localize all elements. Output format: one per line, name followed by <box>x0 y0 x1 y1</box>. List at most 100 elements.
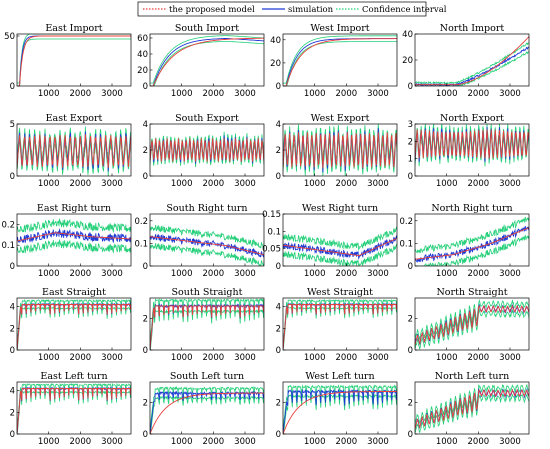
y-tick-label: 0.1 <box>134 239 148 249</box>
plot-area <box>283 298 397 350</box>
y-tick-label: 2 <box>143 146 148 156</box>
subplot: North Import 1000 2000 3000 0 20 40 <box>402 23 530 99</box>
x-tick-label: 1000 <box>436 89 458 99</box>
series-confidence-lower <box>283 243 397 266</box>
y-tick-label: 1 <box>408 155 413 165</box>
axes-frame <box>282 381 398 435</box>
axes-frame <box>282 33 398 87</box>
subplot: West Straight 1000 2000 3000 0 2 4 <box>276 287 398 363</box>
series-proposed-model <box>17 304 131 350</box>
series-proposed-model <box>283 38 397 86</box>
y-tick-label: 2 <box>408 314 413 324</box>
series-confidence-lower <box>150 138 264 168</box>
y-tick-label: 0.1 <box>1 241 15 251</box>
plot-area <box>150 298 264 350</box>
y-tick-label: 0 <box>408 430 413 440</box>
plot-area <box>415 216 529 266</box>
series-proposed-model <box>415 304 529 346</box>
y-tick-label: 4 <box>276 303 281 313</box>
y-tick-label: 50 <box>4 32 15 42</box>
series-confidence-lower <box>150 243 264 266</box>
y-tick-label: 2 <box>276 398 281 408</box>
y-tick-label: 2 <box>143 398 148 408</box>
subplot-title: North Left turn <box>435 371 509 382</box>
subplot-title: North Right turn <box>431 203 512 214</box>
plot-area <box>415 383 529 433</box>
subplot-title: West Import <box>310 23 369 34</box>
subplot: South Right turn 1000 2000 3000 0 0.1 0.2 <box>134 203 265 279</box>
x-tick-label: 1000 <box>38 89 60 99</box>
series-proposed-model <box>415 227 529 260</box>
series-confidence-lower <box>150 41 264 86</box>
x-tick-label: 3000 <box>234 437 256 447</box>
legend-label-model: the proposed model <box>169 5 255 15</box>
x-tick-label: 3000 <box>367 89 389 99</box>
y-tick-label: 60 <box>137 34 148 44</box>
y-tick-label: 0 <box>276 430 281 440</box>
series-confidence-lower <box>17 38 131 86</box>
subplot: North Left turn 1000 2000 3000 0 2 <box>408 371 530 447</box>
series-proposed-model <box>17 232 131 242</box>
x-tick-label: 1000 <box>436 353 458 363</box>
subplot-title: East Import <box>45 23 102 34</box>
subplot-title: East Right turn <box>37 203 111 214</box>
axes-frame <box>149 381 265 435</box>
x-tick-label: 3000 <box>101 269 123 279</box>
series-proposed-model <box>415 36 529 86</box>
series-confidence-lower <box>415 234 529 266</box>
subplot: South Export 1000 2000 3000 0 2 4 <box>143 113 265 189</box>
y-tick-label: 0 <box>408 262 413 272</box>
subplot: West Left turn 1000 2000 3000 0 2 <box>276 371 398 447</box>
x-tick-label: 1000 <box>171 179 193 189</box>
series-confidence-upper <box>150 225 264 249</box>
y-tick-label: 2 <box>276 324 281 334</box>
plot-area <box>283 35 397 86</box>
y-tick-label: 0.15 <box>262 210 281 220</box>
y-tick-label: 20 <box>402 56 413 66</box>
axes-frame <box>16 213 132 267</box>
legend-label-confidence: Confidence interval <box>362 5 447 15</box>
x-tick-label: 3000 <box>367 179 389 189</box>
axes-frame <box>16 381 132 435</box>
series-confidence-lower <box>17 238 131 254</box>
subplot: South Import 1000 2000 3000 0 20 40 60 <box>137 23 265 99</box>
series-proposed-model <box>283 391 397 434</box>
series-confidence-upper <box>283 35 397 84</box>
x-tick-label: 1000 <box>171 89 193 99</box>
series-simulation <box>150 38 264 86</box>
x-tick-label: 3000 <box>367 269 389 279</box>
y-tick-label: 3 <box>408 120 413 130</box>
series-confidence-lower <box>283 393 397 434</box>
y-tick-label: 2 <box>10 408 15 418</box>
series-confidence-upper <box>150 35 264 84</box>
x-tick-label: 1000 <box>436 437 458 447</box>
axes-frame <box>149 213 265 267</box>
plot-area <box>150 385 264 434</box>
series-proposed-model <box>283 132 397 169</box>
plot-area <box>415 298 529 350</box>
axes-frame <box>282 297 398 351</box>
subplot: West Right turn 1000 2000 3000 0 0.05 0.1 0.15 <box>262 203 398 279</box>
y-tick-label: 20 <box>137 66 148 76</box>
y-tick-label: 0 <box>408 346 413 356</box>
x-tick-label: 1000 <box>304 437 326 447</box>
y-tick-label: 4 <box>143 120 148 130</box>
y-tick-label: 0 <box>143 262 148 272</box>
x-tick-label: 2000 <box>468 179 490 189</box>
x-tick-label: 2000 <box>203 437 225 447</box>
axes-frame <box>16 123 132 177</box>
plot-area <box>17 298 131 350</box>
x-tick-label: 2000 <box>468 353 490 363</box>
x-tick-label: 3000 <box>367 437 389 447</box>
y-tick-label: 0 <box>143 82 148 92</box>
series-confidence-lower <box>415 392 529 433</box>
x-tick-label: 2000 <box>70 269 92 279</box>
x-tick-label: 1000 <box>171 437 193 447</box>
series-proposed-model <box>283 237 397 257</box>
plot-area <box>17 217 131 254</box>
axes-frame <box>282 213 398 267</box>
series-confidence-lower <box>17 306 131 350</box>
y-tick-label: 2 <box>143 314 148 324</box>
axes-frame <box>414 297 530 351</box>
